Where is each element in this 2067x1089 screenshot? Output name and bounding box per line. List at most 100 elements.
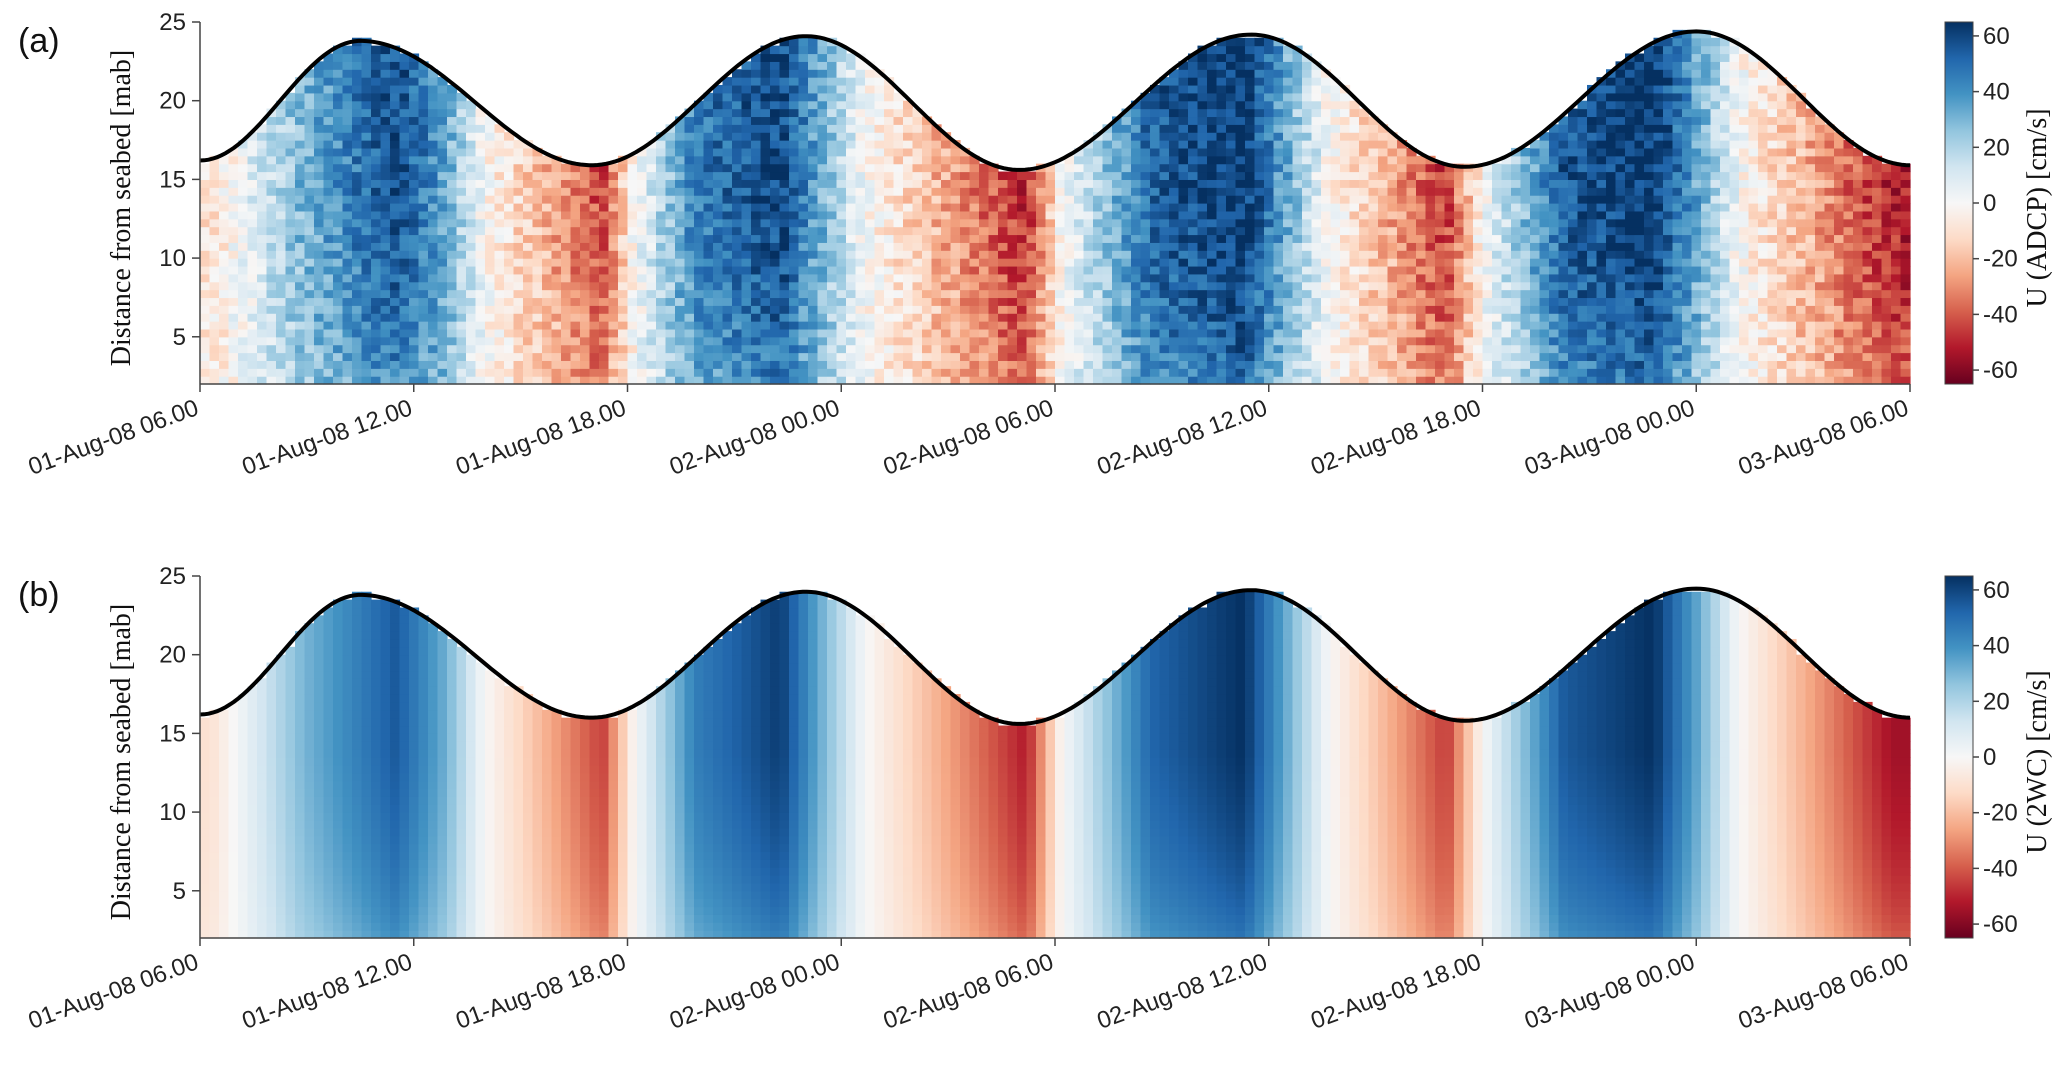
heatmap-cell bbox=[1368, 234, 1379, 243]
heatmap-cell bbox=[1321, 273, 1332, 283]
heatmap-cell bbox=[789, 187, 800, 196]
heatmap-cell bbox=[893, 344, 904, 354]
heatmap-cell bbox=[684, 344, 695, 354]
heatmap-cell bbox=[570, 226, 581, 236]
heatmap-cell bbox=[399, 352, 410, 361]
heatmap-cell bbox=[333, 155, 344, 165]
heatmap-cell bbox=[1273, 92, 1284, 102]
heatmap-cell bbox=[1321, 265, 1332, 275]
heatmap-cell bbox=[295, 305, 306, 314]
heatmap-cell bbox=[1197, 313, 1208, 322]
heatmap-cell bbox=[418, 273, 429, 283]
heatmap-cell bbox=[1207, 273, 1218, 283]
heatmap-cell bbox=[228, 242, 239, 251]
heatmap-cell bbox=[1150, 124, 1161, 133]
heatmap-cell bbox=[485, 289, 496, 299]
heatmap-cell bbox=[295, 108, 306, 118]
heatmap-cell bbox=[1159, 258, 1170, 267]
heatmap-cell bbox=[228, 179, 239, 188]
heatmap-cell bbox=[542, 195, 553, 204]
heatmap-cell bbox=[779, 147, 790, 157]
heatmap-cell bbox=[1083, 297, 1094, 306]
heatmap-cell bbox=[1425, 210, 1436, 220]
heatmap-cell bbox=[1444, 321, 1455, 330]
heatmap-cell bbox=[798, 140, 809, 149]
heatmap-cell bbox=[447, 84, 458, 94]
heatmap-cell bbox=[456, 344, 467, 354]
heatmap-cell bbox=[409, 250, 420, 259]
heatmap-cell bbox=[580, 376, 591, 385]
heatmap-cell bbox=[257, 281, 268, 291]
heatmap-cell bbox=[960, 305, 971, 314]
heatmap-cell bbox=[1064, 171, 1075, 180]
heatmap-cell bbox=[1150, 376, 1161, 385]
heatmap-cell bbox=[656, 210, 667, 220]
heatmap-cell bbox=[523, 265, 534, 275]
heatmap-cell bbox=[295, 92, 306, 102]
heatmap-cell bbox=[342, 344, 353, 354]
heatmap-cell bbox=[1188, 210, 1199, 220]
heatmap-cell bbox=[779, 61, 790, 70]
heatmap-cell bbox=[352, 297, 363, 306]
heatmap-cell bbox=[1235, 84, 1246, 94]
heatmap-cell bbox=[532, 305, 543, 314]
heatmap-cell bbox=[580, 360, 591, 369]
heatmap-cell bbox=[694, 258, 705, 267]
heatmap-cell bbox=[627, 242, 638, 251]
heatmap-cell bbox=[922, 376, 933, 385]
heatmap-cell bbox=[551, 210, 562, 220]
heatmap-cell bbox=[542, 258, 553, 267]
heatmap-cell bbox=[1444, 368, 1455, 377]
heatmap-cell bbox=[238, 289, 249, 299]
heatmap-cell bbox=[380, 258, 391, 267]
heatmap-cell bbox=[1435, 203, 1446, 212]
heatmap-cell bbox=[314, 336, 325, 346]
heatmap-cell bbox=[1511, 250, 1522, 259]
heatmap-cell bbox=[703, 226, 714, 236]
heatmap-cell bbox=[1226, 313, 1237, 322]
heatmap-cell bbox=[1264, 250, 1275, 259]
heatmap-cell bbox=[570, 376, 581, 385]
heatmap-cell bbox=[561, 195, 572, 204]
heatmap-cell bbox=[1188, 100, 1199, 110]
heatmap-cell bbox=[219, 289, 230, 299]
heatmap-cell bbox=[827, 336, 838, 346]
heatmap-cell bbox=[646, 179, 657, 188]
heatmap-cell bbox=[1416, 281, 1427, 291]
heatmap-cell bbox=[665, 328, 676, 338]
heatmap-cell bbox=[979, 195, 990, 204]
heatmap-cell bbox=[1520, 250, 1531, 259]
heatmap-cell bbox=[1454, 187, 1465, 196]
heatmap-cell bbox=[1112, 210, 1123, 220]
heatmap-cell bbox=[1340, 273, 1351, 283]
heatmap-cell bbox=[751, 273, 762, 283]
heatmap-cell bbox=[618, 250, 629, 259]
heatmap-cell bbox=[1055, 234, 1066, 243]
heatmap-cell bbox=[1511, 352, 1522, 361]
heatmap-cell bbox=[1330, 147, 1341, 157]
heatmap-cell bbox=[713, 124, 724, 133]
heatmap-cell bbox=[798, 69, 809, 78]
heatmap-cell bbox=[466, 163, 477, 173]
heatmap-cell bbox=[1454, 273, 1465, 283]
heatmap-cell bbox=[827, 108, 838, 118]
heatmap-cell bbox=[333, 92, 344, 102]
heatmap-cell bbox=[1463, 242, 1474, 251]
heatmap-cell bbox=[1064, 360, 1075, 369]
heatmap-cell bbox=[656, 328, 667, 338]
heatmap-cell bbox=[1150, 336, 1161, 346]
heatmap-cell bbox=[694, 368, 705, 377]
heatmap-cell bbox=[903, 147, 914, 157]
heatmap-cell bbox=[646, 210, 657, 220]
heatmap-cell bbox=[228, 297, 239, 306]
heatmap-cell bbox=[1083, 147, 1094, 157]
heatmap-cell bbox=[314, 132, 325, 141]
heatmap-cell bbox=[352, 61, 363, 70]
heatmap-cell bbox=[428, 179, 439, 188]
heatmap-cell bbox=[1216, 195, 1227, 204]
heatmap-cell bbox=[1207, 376, 1218, 385]
heatmap-cell bbox=[1264, 368, 1275, 377]
heatmap-cell bbox=[1482, 218, 1493, 228]
heatmap-cell bbox=[532, 336, 543, 346]
heatmap-cell bbox=[1083, 273, 1094, 283]
